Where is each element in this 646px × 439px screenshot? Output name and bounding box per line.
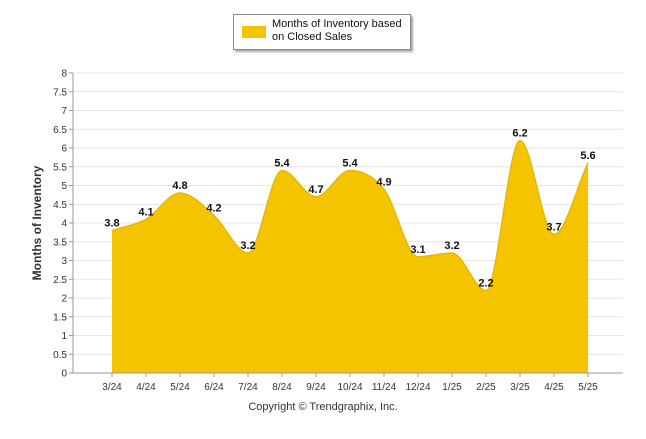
data-label: 4.7 (308, 184, 323, 196)
y-tick-label: 5 (61, 181, 67, 192)
data-label: 4.8 (172, 180, 187, 192)
x-tick-label: 12/24 (405, 382, 430, 393)
data-label: 4.2 (206, 203, 221, 215)
x-tick-label: 2/25 (476, 382, 496, 393)
data-label: 3.2 (444, 240, 459, 252)
y-tick-label: 6.5 (53, 125, 67, 136)
x-tick-label: 5/25 (578, 382, 598, 393)
data-label: 4.9 (376, 176, 391, 188)
x-tick-label: 8/24 (272, 382, 292, 393)
y-tick-label: 1.5 (53, 312, 67, 323)
y-axis-title: Months of Inventory (30, 165, 44, 280)
area-series (111, 139, 589, 373)
y-tick-label: 4.5 (53, 200, 67, 211)
data-labels: 3.8 4.1 4.8 4.2 3.2 5.4 4.7 5.4 4.9 3.1 3.2 2.2 6.2 3… (104, 128, 595, 290)
x-tick-label: 4/24 (136, 382, 156, 393)
y-tick-label: 0.5 (53, 350, 67, 361)
x-tick-label: 3/24 (102, 382, 122, 393)
x-tick-label: 3/25 (510, 382, 530, 393)
x-tick-label: 9/24 (306, 382, 326, 393)
x-tick-label: 5/24 (170, 382, 190, 393)
y-tick-label: 2.5 (53, 275, 67, 286)
data-label: 5.4 (274, 158, 290, 170)
y-tick-label: 3.5 (53, 237, 67, 248)
y-tick-label: 5.5 (53, 162, 67, 173)
y-tick-label: 0 (61, 369, 67, 380)
data-label: 2.2 (478, 278, 493, 290)
x-tick-label: 10/24 (337, 382, 362, 393)
data-label: 5.6 (580, 150, 595, 162)
copyright-text: Copyright © Trendgraphix, Inc. (248, 401, 398, 413)
axes: 0 0.5 1 1.5 2 2.5 3 3.5 4 4.5 5 5.5 6 6.5 7 7.5 8 3/24 4/2… (53, 69, 623, 393)
data-label: 5.4 (342, 158, 358, 170)
x-tick-label: 4/25 (544, 382, 564, 393)
area-line (111, 139, 589, 292)
x-tick-label: 1/25 (442, 382, 462, 393)
y-tick-label: 6 (61, 144, 67, 155)
x-tick-label: 6/24 (204, 382, 224, 393)
legend-swatch (242, 26, 266, 38)
data-label: 3.2 (240, 240, 255, 252)
legend: Months of Inventory based on Closed Sale… (233, 14, 411, 50)
data-label: 3.1 (410, 244, 425, 256)
x-tick-label: 7/24 (238, 382, 258, 393)
data-label: 6.2 (512, 128, 527, 140)
y-tick-label: 8 (61, 69, 67, 80)
x-tick-label: 11/24 (372, 382, 397, 393)
y-tick-label: 1 (61, 331, 67, 342)
y-tick-label: 7 (61, 106, 67, 117)
y-tick-label: 2 (61, 294, 67, 305)
y-tick-label: 7.5 (53, 87, 67, 98)
area-fill (112, 140, 588, 373)
y-tick-label: 4 (61, 219, 67, 230)
data-label: 3.8 (104, 218, 119, 230)
y-tick-label: 3 (61, 256, 67, 267)
data-label: 3.7 (546, 221, 561, 233)
data-label: 4.1 (138, 206, 153, 218)
legend-label: Months of Inventory based on Closed Sale… (272, 18, 402, 43)
